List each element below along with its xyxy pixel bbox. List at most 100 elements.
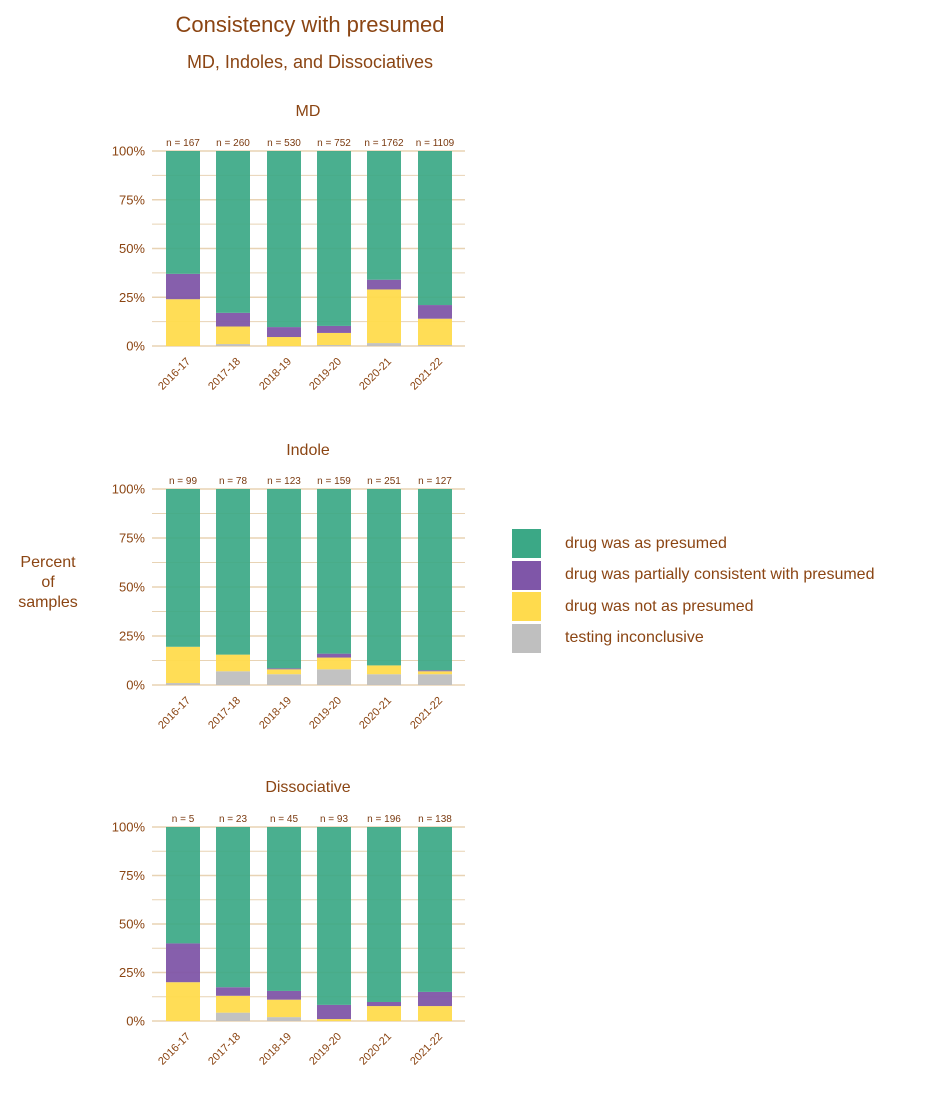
bar-segment-not: [317, 657, 351, 670]
chart-title: Consistency with presumed: [175, 12, 445, 37]
bar-segment-not: [166, 646, 200, 684]
legend-item: drug was not as presumed: [512, 591, 874, 623]
bar-segment-not: [367, 1006, 401, 1021]
bar-segment-presumed: [166, 827, 200, 944]
legend-label: drug was partially consistent with presu…: [565, 566, 875, 584]
bar-segment-not: [216, 654, 250, 672]
bar-segment-not: [267, 669, 301, 675]
bar-segment-inconclusive: [317, 345, 351, 346]
bar-segment-inconclusive: [267, 674, 301, 685]
bar-segment-partial: [367, 1001, 401, 1007]
n-label: n = 5: [172, 814, 195, 825]
bar-segment-not: [418, 318, 452, 346]
y-tick-label: 50%: [119, 241, 145, 256]
bar-segment-not: [317, 1019, 351, 1021]
y-axis-label: Percent of samples: [8, 553, 88, 613]
n-label: n = 167: [166, 138, 200, 149]
bar-segment-partial: [418, 991, 452, 1007]
bar-segment-partial: [267, 668, 301, 670]
bar-segment-not: [166, 982, 200, 1021]
legend-label: drug was not as presumed: [565, 597, 754, 615]
bar-segment-partial: [166, 273, 200, 300]
bar-segment-inconclusive: [418, 674, 452, 685]
bar-segment-presumed: [216, 489, 250, 655]
bar-segment-partial: [418, 305, 452, 319]
bar-segment-not: [216, 326, 250, 345]
chart-subtitle: MD, Indoles, and Dissociatives: [186, 52, 434, 72]
n-label: n = 23: [219, 814, 248, 825]
x-tick-label: 2021-22: [408, 356, 445, 393]
legend-item: drug was partially consistent with presu…: [512, 560, 874, 592]
y-tick-label: 0%: [126, 678, 145, 693]
bar-segment-presumed: [267, 151, 301, 328]
bar-segment-not: [418, 671, 452, 675]
y-tick-label: 100%: [112, 144, 146, 159]
bar-segment-inconclusive: [418, 345, 452, 346]
panel-indole: Indole 0% 25% 50% 75% 100% n = 99 2016-17 n = 78…: [112, 442, 465, 732]
bar-segment-presumed: [418, 151, 452, 306]
bar-segment-presumed: [418, 827, 452, 992]
panel-md: MD 0% 25% 50% 75% 100% n = 167 2016-17 n = 260 20…: [112, 103, 465, 393]
bar-segment-inconclusive: [267, 1017, 301, 1021]
bar-segment-not: [267, 999, 301, 1018]
bar-segment-not: [317, 332, 351, 346]
y-tick-label: 100%: [112, 820, 146, 835]
bar-segment-presumed: [216, 151, 250, 313]
n-label: n = 1762: [364, 138, 404, 149]
x-tick-label: 2017-18: [206, 356, 243, 393]
n-label: n = 251: [367, 476, 401, 487]
panel-dissociative: Dissociative 0% 25% 50% 75% 100% n = 5 2016-17 n…: [112, 779, 465, 1068]
bar-segment-presumed: [367, 151, 401, 280]
bar-segment-presumed: [367, 827, 401, 1002]
y-tick-label: 25%: [119, 629, 145, 644]
legend-swatch-presumed: [512, 529, 541, 559]
y-tick-label: 75%: [119, 531, 145, 546]
bar-segment-partial: [267, 990, 301, 1000]
bar-segment-presumed: [367, 489, 401, 666]
y-tick-label: 0%: [126, 339, 145, 354]
y-label-line: Percent: [20, 554, 76, 571]
panel-title: Indole: [286, 442, 330, 459]
n-label: n = 260: [216, 138, 250, 149]
x-tick-label: 2016-17: [156, 695, 193, 732]
bar-segment-not: [418, 1006, 452, 1021]
x-tick-label: 2019-20: [307, 1031, 344, 1068]
bar-segment-inconclusive: [317, 669, 351, 685]
bar-segment-inconclusive: [367, 674, 401, 685]
y-tick-label: 50%: [119, 580, 145, 595]
y-tick-label: 50%: [119, 917, 145, 932]
bar-segment-presumed: [267, 489, 301, 669]
bar-segment-partial: [267, 327, 301, 338]
legend-label: testing inconclusive: [565, 629, 704, 647]
x-tick-label: 2016-17: [156, 356, 193, 393]
y-tick-label: 25%: [119, 290, 145, 305]
n-label: n = 93: [320, 814, 349, 825]
x-tick-label: 2017-18: [206, 695, 243, 732]
n-label: n = 78: [219, 476, 248, 487]
x-tick-label: 2020-21: [357, 695, 394, 732]
x-tick-label: 2019-20: [307, 356, 344, 393]
n-label: n = 752: [317, 138, 351, 149]
bar-segment-not: [166, 299, 200, 346]
bar-segment-presumed: [166, 151, 200, 274]
n-label: n = 45: [270, 814, 299, 825]
bar-segment-presumed: [418, 489, 452, 671]
n-label: n = 159: [317, 476, 351, 487]
y-tick-label: 100%: [112, 482, 146, 497]
bar-segment-not: [267, 337, 301, 346]
bar-segment-partial: [216, 987, 250, 996]
bar-segment-partial: [216, 312, 250, 327]
y-label-line: samples: [18, 594, 78, 611]
bar-segment-not: [216, 995, 250, 1013]
bar-segment-presumed: [216, 827, 250, 988]
n-label: n = 138: [418, 814, 452, 825]
legend: drug was as presumed drug was partially …: [512, 528, 874, 654]
legend-label: drug was as presumed: [565, 534, 727, 552]
legend-swatch-inconclusive: [512, 623, 541, 653]
panel-title: MD: [296, 103, 321, 120]
x-tick-label: 2017-18: [206, 1031, 243, 1068]
y-tick-label: 75%: [119, 192, 145, 207]
bar-segment-inconclusive: [216, 1012, 250, 1021]
bar-segment-presumed: [317, 151, 351, 326]
